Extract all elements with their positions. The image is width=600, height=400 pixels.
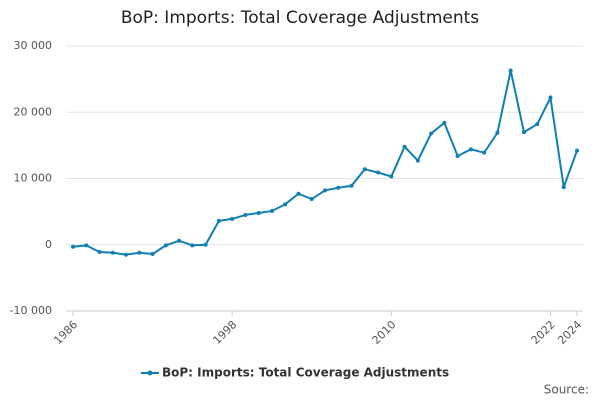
- point: [575, 148, 579, 153]
- point: [243, 212, 248, 217]
- point: [376, 170, 381, 175]
- legend-marker: [147, 370, 153, 376]
- legend-label: BoP: Imports: Total Coverage Adjustments: [162, 366, 449, 380]
- y-tick-label: 10 000: [14, 172, 53, 185]
- point: [495, 130, 500, 135]
- point: [110, 250, 115, 255]
- point: [256, 210, 261, 215]
- point: [97, 250, 102, 255]
- line: [72, 70, 578, 256]
- y-tick-label: -10 000: [10, 304, 52, 317]
- point: [455, 153, 460, 158]
- point: [535, 122, 540, 127]
- x-tick-label: 2024: [555, 318, 584, 347]
- chart-title: BoP: Imports: Total Coverage Adjustments: [121, 8, 479, 28]
- x-tick-label: 1998: [210, 318, 239, 347]
- point: [283, 202, 288, 207]
- point: [362, 167, 367, 172]
- point: [415, 158, 420, 163]
- point: [71, 244, 75, 249]
- point: [402, 144, 407, 149]
- point: [190, 243, 195, 248]
- point: [177, 238, 182, 243]
- point: [508, 68, 513, 73]
- x-tick-label: 2022: [529, 318, 558, 347]
- point: [163, 243, 168, 248]
- point: [269, 208, 274, 213]
- point: [561, 185, 566, 190]
- y-tick-label: 20 000: [14, 105, 53, 118]
- point: [336, 185, 341, 190]
- x-tick-label: 1986: [51, 318, 80, 347]
- point: [216, 218, 221, 223]
- point: [349, 183, 354, 188]
- point: [150, 252, 155, 257]
- point: [230, 216, 235, 221]
- point: [296, 191, 301, 196]
- point: [521, 130, 526, 135]
- y-tick-label: 30 000: [14, 39, 53, 52]
- point: [429, 131, 434, 136]
- y-tick-label: 0: [45, 238, 52, 251]
- point: [124, 252, 129, 257]
- point: [309, 197, 314, 202]
- x-tick-label: 2010: [370, 318, 399, 347]
- source: Source:: [544, 383, 589, 397]
- point: [482, 150, 487, 155]
- point: [468, 147, 473, 152]
- point: [442, 120, 447, 125]
- point: [203, 242, 208, 247]
- point: [389, 174, 394, 179]
- point: [323, 188, 327, 193]
- point: [137, 250, 142, 255]
- point: [548, 95, 553, 100]
- point: [84, 243, 89, 248]
